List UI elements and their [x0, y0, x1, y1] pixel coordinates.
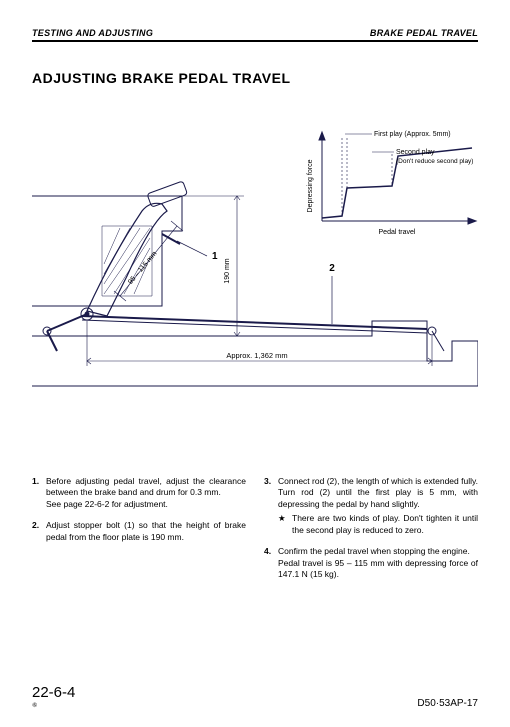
- dim-height: 190 mm: [224, 258, 231, 283]
- step-num: 4.: [264, 546, 278, 580]
- dim-length: Approx. 1,362 mm: [226, 351, 287, 360]
- diagram: First play (Approx. 5mm) Second play (Do…: [32, 126, 478, 396]
- step-star: ★ There are two kinds of play. Don't tig…: [278, 513, 478, 536]
- callout-2: 2: [329, 263, 335, 274]
- step-body: Connect rod (2), the length of which is …: [278, 476, 478, 536]
- star-icon: ★: [278, 513, 292, 536]
- step-body: Confirm the pedal travel when stopping t…: [278, 546, 478, 580]
- star-text: There are two kinds of play. Don't tight…: [292, 513, 478, 536]
- page-header: TESTING AND ADJUSTING BRAKE PEDAL TRAVEL: [32, 28, 478, 42]
- step-2: 2. Adjust stopper bolt (1) so that the h…: [32, 520, 246, 543]
- step-1: 1. Before adjusting pedal travel, adjust…: [32, 476, 246, 510]
- chart-second-play: Second play: [396, 149, 435, 156]
- step-num: 2.: [32, 520, 46, 543]
- footer-left: 22-6-4 ⑥: [32, 684, 75, 709]
- page-number: 22-6-4: [32, 684, 75, 701]
- step-num: 3.: [264, 476, 278, 536]
- chart-xlabel: Pedal travel: [379, 229, 416, 236]
- chart-first-play: First play (Approx. 5mm): [374, 131, 451, 138]
- page-footer: 22-6-4 ⑥ D50·53AP-17: [32, 684, 478, 709]
- instructions-left-col: 1. Before adjusting pedal travel, adjust…: [32, 476, 246, 591]
- step-body: Adjust stopper bolt (1) so that the heig…: [46, 520, 246, 543]
- step-text: Connect rod (2), the length of which is …: [278, 476, 478, 509]
- page-rev: ⑥: [32, 702, 75, 709]
- step-body: Before adjusting pedal travel, adjust th…: [46, 476, 246, 510]
- step-4: 4. Confirm the pedal travel when stoppin…: [264, 546, 478, 580]
- step-3: 3. Connect rod (2), the length of which …: [264, 476, 478, 536]
- page-title: ADJUSTING BRAKE PEDAL TRAVEL: [32, 70, 478, 86]
- step-text: Confirm the pedal travel when stopping t…: [278, 546, 470, 556]
- step-num: 1.: [32, 476, 46, 510]
- footer-right: D50·53AP-17: [417, 698, 478, 709]
- mechanical-diagram: First play (Approx. 5mm) Second play (Do…: [32, 126, 478, 396]
- chart-second-note: (Don't reduce second play): [396, 158, 473, 165]
- header-left: TESTING AND ADJUSTING: [32, 28, 153, 38]
- instructions-right-col: 3. Connect rod (2), the length of which …: [264, 476, 478, 591]
- step-note: Pedal travel is 95 – 115 mm with depress…: [278, 558, 478, 579]
- step-text: Before adjusting pedal travel, adjust th…: [46, 476, 246, 497]
- header-right: BRAKE PEDAL TRAVEL: [370, 28, 478, 38]
- dim-range: 95 – 115 mm: [127, 250, 158, 286]
- instructions: 1. Before adjusting pedal travel, adjust…: [32, 476, 478, 591]
- step-note: See page 22-6-2 for adjustment.: [46, 499, 168, 509]
- chart-ylabel: Depressing force: [307, 159, 314, 212]
- callout-1: 1: [212, 251, 218, 262]
